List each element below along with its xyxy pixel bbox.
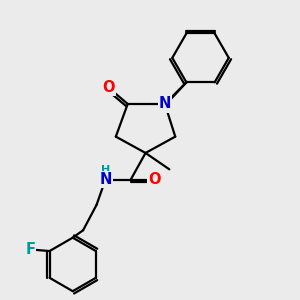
Text: F: F bbox=[25, 242, 35, 257]
Text: N: N bbox=[159, 96, 171, 111]
Text: O: O bbox=[148, 172, 161, 187]
Text: N: N bbox=[99, 172, 112, 187]
Text: O: O bbox=[102, 80, 115, 95]
Text: H: H bbox=[101, 165, 110, 175]
